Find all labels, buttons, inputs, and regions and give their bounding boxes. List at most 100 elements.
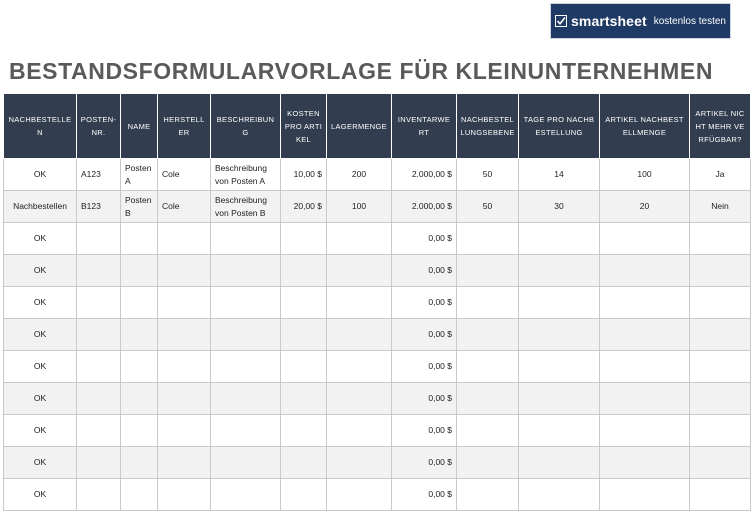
manufacturer-cell[interactable] — [157, 286, 211, 319]
reorder-cell[interactable]: OK — [3, 158, 77, 191]
reorder-quantity-cell[interactable] — [599, 286, 690, 319]
stock-cell[interactable] — [326, 286, 392, 319]
item-no-cell[interactable] — [76, 318, 121, 351]
cost-cell[interactable] — [280, 318, 327, 351]
cost-cell[interactable] — [280, 414, 327, 447]
description-cell[interactable]: Beschreibung von Posten A — [210, 158, 281, 191]
name-cell[interactable] — [120, 478, 158, 511]
reorder-quantity-cell[interactable] — [599, 350, 690, 383]
reorder-level-cell[interactable] — [456, 318, 519, 351]
stock-cell[interactable] — [326, 414, 392, 447]
manufacturer-cell[interactable] — [157, 254, 211, 287]
manufacturer-cell[interactable] — [157, 350, 211, 383]
cost-cell[interactable]: 10,00 $ — [280, 158, 327, 191]
description-cell[interactable] — [210, 446, 281, 479]
days-per-reorder-cell[interactable]: 30 — [518, 190, 600, 223]
manufacturer-cell[interactable] — [157, 222, 211, 255]
reorder-quantity-cell[interactable] — [599, 478, 690, 511]
item-no-cell[interactable] — [76, 414, 121, 447]
reorder-cell[interactable]: OK — [3, 478, 77, 511]
stock-cell[interactable] — [326, 446, 392, 479]
reorder-level-cell[interactable]: 50 — [456, 190, 519, 223]
discontinued-cell[interactable] — [689, 350, 751, 383]
reorder-cell[interactable]: OK — [3, 414, 77, 447]
reorder-quantity-cell[interactable]: 100 — [599, 158, 690, 191]
smartsheet-trial-banner[interactable]: smartsheet kostenlos testen — [550, 3, 731, 39]
cost-cell[interactable] — [280, 254, 327, 287]
cost-cell[interactable]: 20,00 $ — [280, 190, 327, 223]
manufacturer-cell[interactable] — [157, 382, 211, 415]
stock-cell[interactable] — [326, 318, 392, 351]
reorder-quantity-cell[interactable] — [599, 382, 690, 415]
stock-cell[interactable]: 200 — [326, 158, 392, 191]
reorder-cell[interactable]: Nachbestellen — [3, 190, 77, 223]
description-cell[interactable] — [210, 222, 281, 255]
stock-cell[interactable] — [326, 254, 392, 287]
item-no-cell[interactable] — [76, 382, 121, 415]
cost-cell[interactable] — [280, 382, 327, 415]
name-cell[interactable] — [120, 414, 158, 447]
reorder-cell[interactable]: OK — [3, 222, 77, 255]
discontinued-cell[interactable]: Nein — [689, 190, 751, 223]
reorder-level-cell[interactable] — [456, 414, 519, 447]
manufacturer-cell[interactable]: Cole — [157, 190, 211, 223]
inventory-value-cell[interactable]: 2.000,00 $ — [391, 158, 457, 191]
discontinued-cell[interactable] — [689, 382, 751, 415]
item-no-cell[interactable] — [76, 222, 121, 255]
cost-cell[interactable] — [280, 478, 327, 511]
manufacturer-cell[interactable] — [157, 478, 211, 511]
description-cell[interactable] — [210, 350, 281, 383]
name-cell[interactable] — [120, 286, 158, 319]
stock-cell[interactable] — [326, 350, 392, 383]
description-cell[interactable] — [210, 318, 281, 351]
reorder-quantity-cell[interactable] — [599, 446, 690, 479]
description-cell[interactable] — [210, 414, 281, 447]
reorder-quantity-cell[interactable] — [599, 254, 690, 287]
item-no-cell[interactable]: B123 — [76, 190, 121, 223]
reorder-level-cell[interactable] — [456, 222, 519, 255]
reorder-cell[interactable]: OK — [3, 446, 77, 479]
days-per-reorder-cell[interactable] — [518, 414, 600, 447]
name-cell[interactable] — [120, 382, 158, 415]
days-per-reorder-cell[interactable] — [518, 478, 600, 511]
description-cell[interactable]: Beschreibung von Posten B — [210, 190, 281, 223]
inventory-value-cell[interactable]: 0,00 $ — [391, 414, 457, 447]
description-cell[interactable] — [210, 254, 281, 287]
discontinued-cell[interactable] — [689, 478, 751, 511]
item-no-cell[interactable]: A123 — [76, 158, 121, 191]
inventory-value-cell[interactable]: 0,00 $ — [391, 446, 457, 479]
stock-cell[interactable] — [326, 478, 392, 511]
reorder-quantity-cell[interactable] — [599, 222, 690, 255]
stock-cell[interactable] — [326, 222, 392, 255]
inventory-value-cell[interactable]: 0,00 $ — [391, 254, 457, 287]
days-per-reorder-cell[interactable] — [518, 318, 600, 351]
cost-cell[interactable] — [280, 446, 327, 479]
inventory-value-cell[interactable]: 0,00 $ — [391, 350, 457, 383]
days-per-reorder-cell[interactable]: 14 — [518, 158, 600, 191]
description-cell[interactable] — [210, 478, 281, 511]
days-per-reorder-cell[interactable] — [518, 446, 600, 479]
reorder-level-cell[interactable] — [456, 350, 519, 383]
days-per-reorder-cell[interactable] — [518, 222, 600, 255]
reorder-level-cell[interactable] — [456, 254, 519, 287]
name-cell[interactable]: Posten A — [120, 158, 158, 191]
discontinued-cell[interactable] — [689, 254, 751, 287]
item-no-cell[interactable] — [76, 254, 121, 287]
reorder-quantity-cell[interactable]: 20 — [599, 190, 690, 223]
reorder-cell[interactable]: OK — [3, 350, 77, 383]
discontinued-cell[interactable] — [689, 414, 751, 447]
days-per-reorder-cell[interactable] — [518, 350, 600, 383]
reorder-level-cell[interactable] — [456, 286, 519, 319]
inventory-value-cell[interactable]: 0,00 $ — [391, 318, 457, 351]
cost-cell[interactable] — [280, 350, 327, 383]
inventory-value-cell[interactable]: 0,00 $ — [391, 286, 457, 319]
reorder-level-cell[interactable]: 50 — [456, 158, 519, 191]
reorder-quantity-cell[interactable] — [599, 414, 690, 447]
manufacturer-cell[interactable] — [157, 414, 211, 447]
manufacturer-cell[interactable] — [157, 446, 211, 479]
inventory-value-cell[interactable]: 0,00 $ — [391, 222, 457, 255]
discontinued-cell[interactable] — [689, 446, 751, 479]
description-cell[interactable] — [210, 286, 281, 319]
inventory-value-cell[interactable]: 2.000,00 $ — [391, 190, 457, 223]
name-cell[interactable] — [120, 446, 158, 479]
